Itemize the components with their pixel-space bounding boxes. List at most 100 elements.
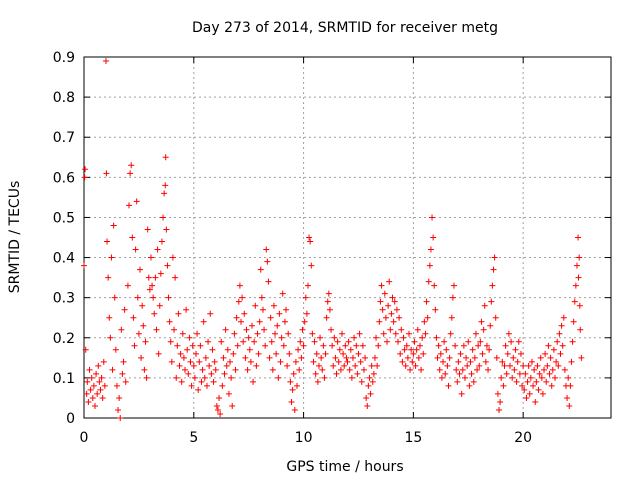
data-point [531, 366, 538, 373]
data-point [517, 350, 524, 357]
data-point [182, 366, 189, 373]
data-point [197, 342, 204, 349]
data-point [381, 290, 388, 297]
data-point [509, 374, 516, 381]
data-point [375, 342, 382, 349]
data-point [290, 370, 297, 377]
data-point [426, 262, 433, 269]
data-point [174, 342, 181, 349]
data-point [442, 370, 449, 377]
data-point [491, 254, 498, 261]
data-point [199, 366, 206, 373]
data-point [232, 366, 239, 373]
data-point [129, 234, 136, 241]
data-point [354, 370, 361, 377]
data-point [189, 342, 196, 349]
data-point [560, 314, 567, 321]
data-point [405, 330, 412, 337]
data-point [444, 362, 451, 369]
data-point [573, 262, 580, 269]
data-point [570, 318, 577, 325]
data-point [513, 378, 520, 385]
data-point [302, 294, 309, 301]
data-point [161, 190, 168, 197]
data-point [526, 390, 533, 397]
data-point [212, 366, 219, 373]
data-point [121, 306, 128, 313]
data-point [374, 362, 381, 369]
data-point [340, 350, 347, 357]
data-point [431, 282, 438, 289]
data-point [318, 354, 325, 361]
data-point [93, 370, 100, 377]
data-point [288, 398, 295, 405]
data-point [105, 274, 112, 281]
data-point [436, 366, 443, 373]
data-point [447, 330, 454, 337]
data-point [395, 338, 402, 345]
data-point [571, 298, 578, 305]
data-point [264, 258, 271, 265]
data-point [443, 346, 450, 353]
data-point [177, 350, 184, 357]
data-point [180, 354, 187, 361]
data-point [169, 254, 176, 261]
x-tick-label: 5 [189, 430, 198, 446]
data-point [166, 318, 173, 325]
data-point [171, 326, 178, 333]
data-point [236, 282, 243, 289]
data-point [162, 154, 169, 161]
data-point [452, 342, 459, 349]
data-point [481, 302, 488, 309]
data-point [370, 370, 377, 377]
data-point [477, 338, 484, 345]
data-point [506, 362, 513, 369]
data-point [500, 382, 507, 389]
data-point [187, 358, 194, 365]
data-point [194, 330, 201, 337]
data-point [223, 362, 230, 369]
data-point [160, 214, 167, 221]
data-point [467, 358, 474, 365]
data-point [400, 334, 407, 341]
data-point [151, 310, 158, 317]
data-point [485, 366, 492, 373]
data-point [244, 366, 251, 373]
data-point [190, 362, 197, 369]
data-point [247, 358, 254, 365]
data-point [434, 354, 441, 361]
data-point [548, 382, 555, 389]
data-point [233, 314, 240, 321]
data-point [472, 330, 479, 337]
data-point [119, 370, 126, 377]
data-point [102, 58, 109, 65]
data-point [387, 326, 394, 333]
data-point [345, 338, 352, 345]
data-point [369, 378, 376, 385]
data-point [561, 366, 568, 373]
data-point [565, 374, 572, 381]
data-point [404, 354, 411, 361]
data-point [83, 390, 90, 397]
data-point [104, 238, 111, 245]
data-point [127, 170, 134, 177]
data-point [341, 362, 348, 369]
plot-frame [83, 56, 612, 419]
data-point [440, 358, 447, 365]
data-point [82, 346, 89, 353]
data-point [379, 306, 386, 313]
data-point [300, 342, 307, 349]
data-point [402, 362, 409, 369]
data-point [392, 330, 399, 337]
data-point [209, 346, 216, 353]
data-point [333, 370, 340, 377]
data-point [328, 326, 335, 333]
data-point [94, 390, 101, 397]
x-tick-label: 20 [514, 430, 532, 446]
chart-title: Day 273 of 2014, SRMTID for receiver met… [192, 20, 498, 36]
data-point [273, 350, 280, 357]
data-point [297, 338, 304, 345]
data-point [272, 330, 279, 337]
data-point [213, 402, 220, 409]
data-point [470, 378, 477, 385]
